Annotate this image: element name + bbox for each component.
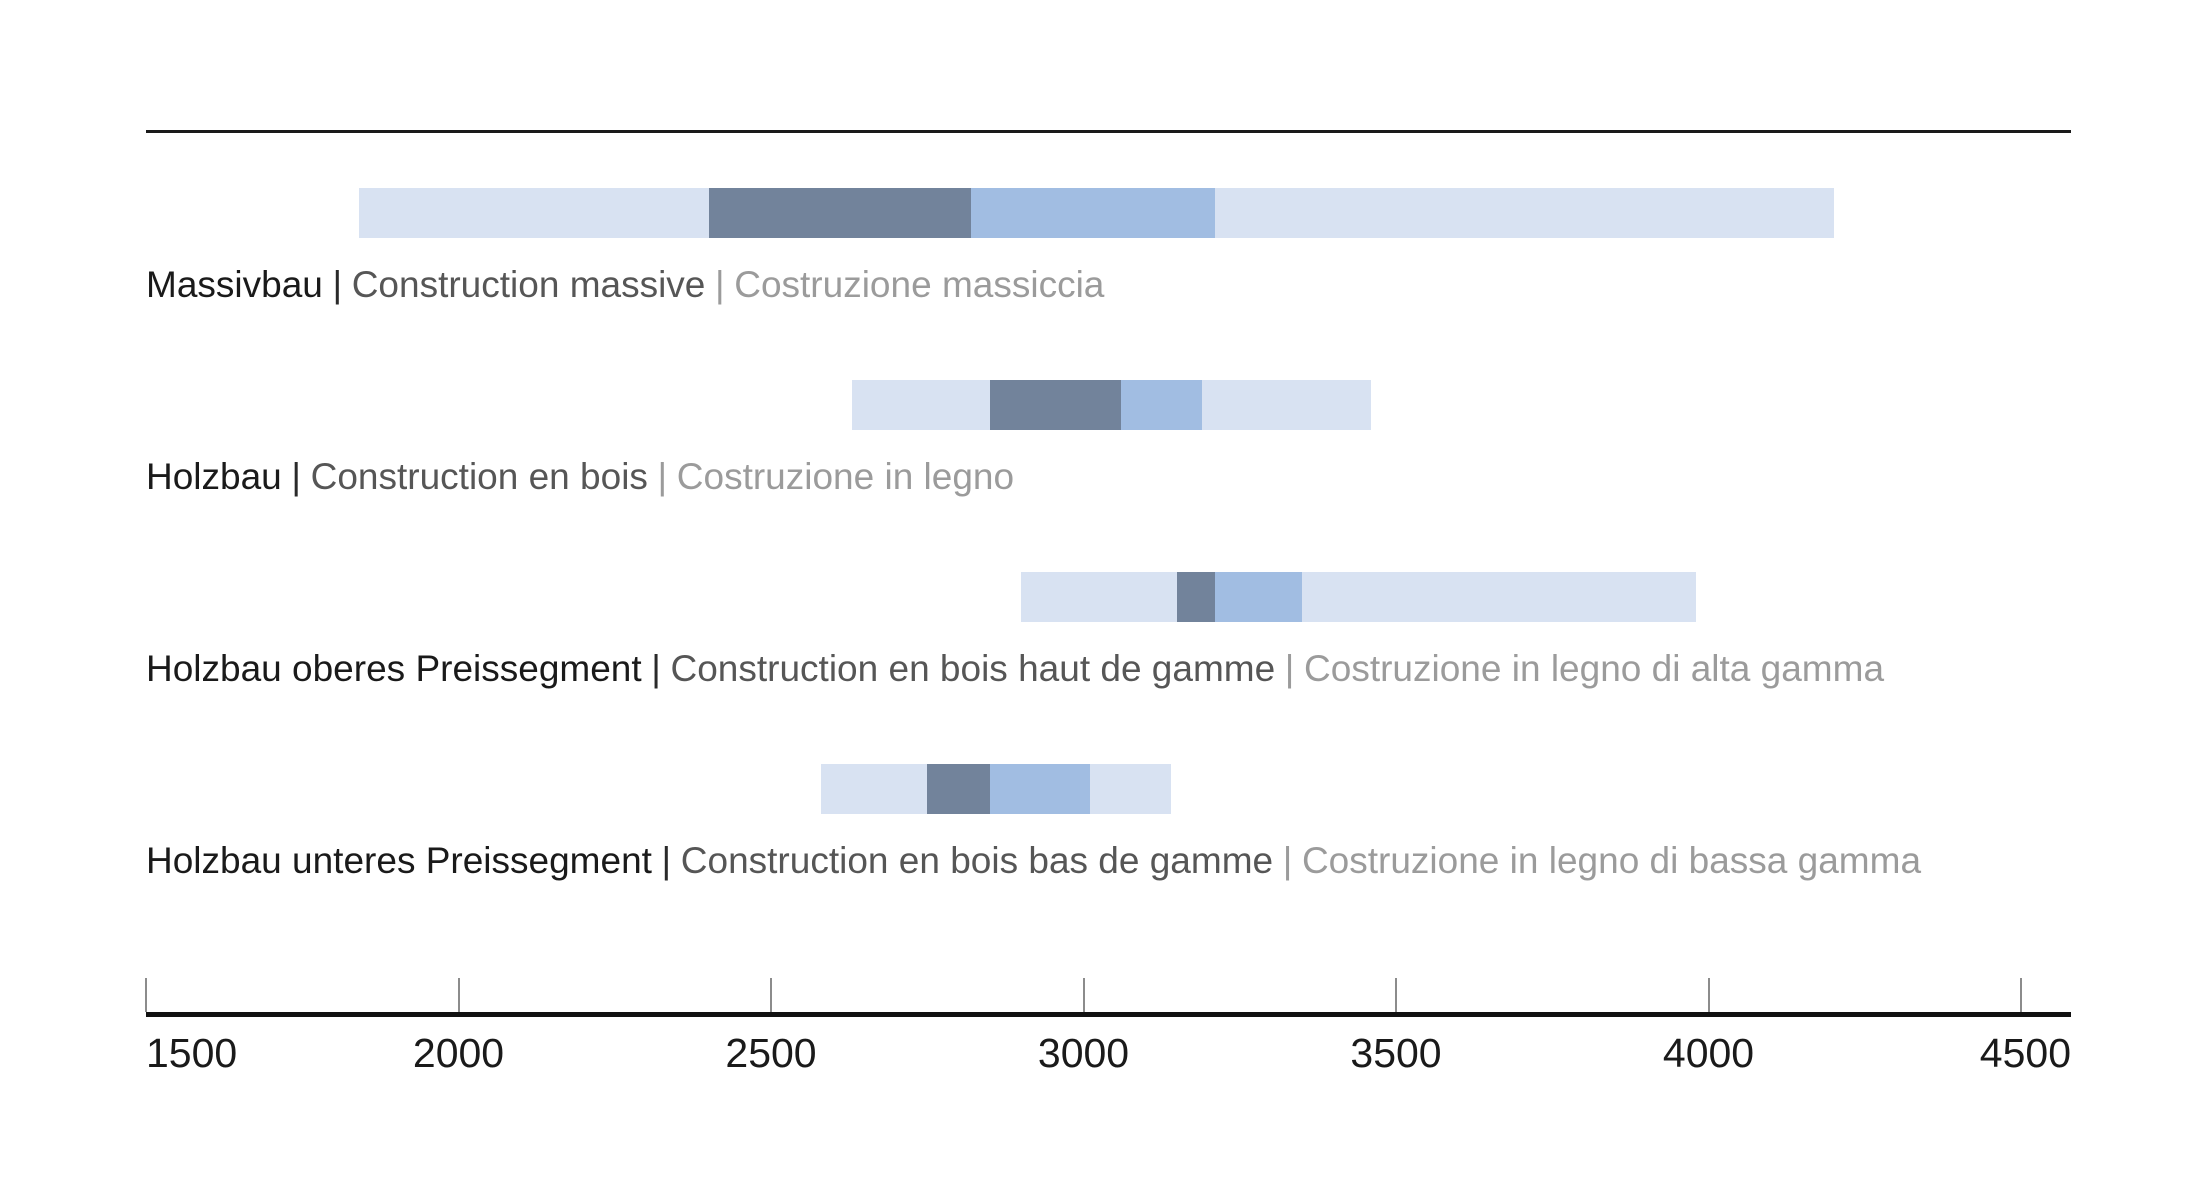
- range-bar: [146, 764, 2071, 814]
- range-segment-outer: [1021, 572, 1178, 622]
- x-axis-tick: [457, 978, 460, 1012]
- range-bar: [146, 188, 2071, 238]
- range-segment-dark: [1177, 572, 1215, 622]
- row-label: Massivbau | Construction massive | Costruzio…: [146, 262, 1104, 308]
- range-segment-outer: [1302, 572, 1696, 622]
- separator: |: [715, 264, 725, 305]
- x-axis-labels: 1500 2000 2500 3000 3500 4000 4500: [146, 1028, 2071, 1078]
- x-axis-tick-label: 1500: [146, 1030, 238, 1076]
- x-axis-ticks: [145, 978, 2071, 1012]
- range-segment-outer: [821, 764, 928, 814]
- plot-area: Massivbau | Construction massive | Costruzio…: [146, 0, 2071, 960]
- range-bar: [146, 380, 2071, 430]
- range-segment-dark: [927, 764, 990, 814]
- range-segment-outer: [1089, 764, 1171, 814]
- range-segment-medium: [971, 188, 1215, 238]
- range-segment-dark: [989, 380, 1121, 430]
- x-axis-tick: [770, 978, 772, 1012]
- x-axis-tick: [1707, 978, 1710, 1012]
- separator: |: [1282, 840, 1293, 881]
- range-segment-outer: [1202, 380, 1371, 430]
- row-label-it: Costruzione in legno di bassa gamma: [1301, 840, 1922, 881]
- x-axis-line: [146, 1012, 2071, 1017]
- range-segment-medium: [1121, 380, 1203, 430]
- row-label-de: Holzbau: [146, 456, 282, 497]
- range-segment-outer: [358, 188, 709, 238]
- range-segment-outer: [852, 380, 990, 430]
- row-label-de: Holzbau oberes Preissegment: [146, 648, 642, 689]
- x-axis-tick: [1082, 978, 1085, 1012]
- row-label-de: Massivbau: [146, 264, 323, 305]
- row-label-it: Costruzione in legno di alta gamma: [1304, 648, 1885, 689]
- x-axis-tick-label: 2500: [725, 1030, 817, 1076]
- row-label: Holzbau oberes Preissegment | Construction…: [146, 646, 1884, 692]
- row-label-fr: Construction en bois haut de gamme: [670, 648, 1276, 689]
- range-segment-medium: [1214, 572, 1303, 622]
- separator: |: [332, 264, 343, 305]
- row-label-it: Costruzione in legno: [676, 456, 1015, 497]
- row-label-fr: Construction massive: [351, 264, 706, 305]
- top-rule: [146, 130, 2071, 133]
- x-axis-tick-label: 3500: [1350, 1030, 1442, 1076]
- chart-row: Holzbau oberes Preissegment | Construction…: [146, 572, 2071, 764]
- separator: |: [657, 456, 668, 497]
- range-bar: [146, 572, 2071, 622]
- row-label: Holzbau unteres Preissegment | Constructio…: [146, 838, 1921, 884]
- separator: |: [661, 840, 672, 881]
- range-segment-dark: [708, 188, 971, 238]
- x-axis-tick-label: 2000: [412, 1030, 505, 1076]
- x-axis-tick: [2020, 978, 2022, 1012]
- row-label-fr: Construction en bois: [310, 456, 648, 497]
- x-axis-tick: [1395, 978, 1397, 1012]
- row-label: Holzbau | Construction en bois | Costruzione…: [146, 454, 1014, 500]
- x-axis-tick-label: 3000: [1037, 1030, 1130, 1076]
- chart-row: Holzbau unteres Preissegment | Constructio…: [146, 764, 2071, 956]
- chart-row: Holzbau | Construction en bois | Costruzione…: [146, 380, 2071, 572]
- row-label-de: Holzbau unteres Preissegment: [146, 840, 652, 881]
- separator: |: [1284, 648, 1295, 689]
- range-segment-medium: [989, 764, 1090, 814]
- row-label-fr: Construction en bois bas de gamme: [680, 840, 1274, 881]
- x-axis-tick-label: 4000: [1662, 1030, 1755, 1076]
- separator: |: [651, 648, 661, 689]
- x-axis-tick-label: 4500: [1979, 1030, 2071, 1076]
- separator: |: [291, 456, 301, 497]
- chart-row: Massivbau | Construction massive | Costruzio…: [146, 188, 2071, 380]
- x-axis-tick: [145, 978, 147, 1012]
- row-label-it: Costruzione massiccia: [734, 264, 1105, 305]
- range-segment-outer: [1214, 188, 1834, 238]
